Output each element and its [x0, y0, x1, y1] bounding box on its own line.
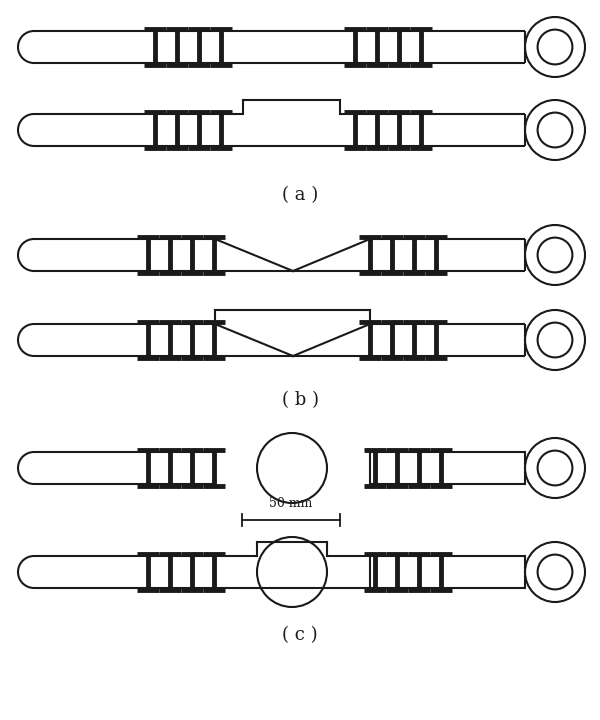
Text: 50 mm: 50 mm: [269, 497, 313, 510]
Text: ( c ): ( c ): [282, 626, 318, 644]
Text: ( b ): ( b ): [281, 391, 319, 409]
Text: ( a ): ( a ): [282, 186, 318, 204]
